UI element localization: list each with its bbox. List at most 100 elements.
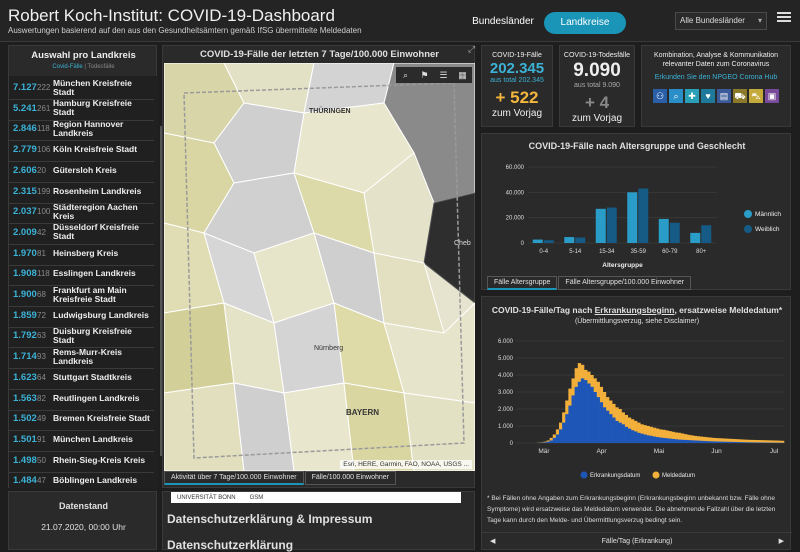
bar	[544, 240, 554, 243]
bar	[775, 441, 778, 443]
row-deaths: 106	[37, 145, 53, 154]
bookmark-icon[interactable]: ⚑	[415, 67, 434, 83]
row-deaths: 47	[37, 476, 53, 485]
info-text: Kombination, Analyse & Kommunikation rel…	[642, 51, 790, 69]
privacy-heading[interactable]: Datenschutzerklärung & Impressum	[167, 512, 372, 526]
bar	[678, 440, 681, 443]
row-deaths: 64	[37, 373, 53, 382]
kpi-cases: COVID-19-Fälle 202.345 aus total 202.345…	[481, 45, 553, 127]
tab-faelle-altersgruppe[interactable]: Fälle Altersgruppe	[487, 276, 557, 290]
bar	[550, 440, 553, 443]
bar	[600, 402, 603, 443]
list-title: Auswahl pro Landkreis	[9, 50, 158, 61]
y-tick-label: 60.000	[506, 165, 525, 171]
heart-icon[interactable]: ♥	[701, 89, 715, 103]
list-icon[interactable]: ☰	[434, 67, 453, 83]
datenstand-panel: Datenstand 21.07.2020, 00:00 Uhr	[8, 491, 157, 550]
bar	[712, 441, 715, 443]
bar	[637, 433, 640, 443]
npgeo-hub-link[interactable]: Erkunden Sie den NPGEO Corona Hub	[642, 74, 790, 81]
bar	[753, 442, 756, 443]
tab-aktivitaet[interactable]: Aktivität über 7 Tage/100.000 Einwohner	[164, 471, 304, 485]
row-cases: 1.623	[9, 372, 37, 383]
bundesland-select[interactable]: Alle Bundesländer▾	[675, 12, 767, 30]
bar	[728, 442, 731, 443]
bar	[628, 429, 631, 443]
choropleth-map[interactable]: THÜRINGEN BAYERN Cheb Nürnberg ⌕ ⚑ ☰ ▦ E…	[164, 63, 475, 471]
bar	[543, 442, 546, 443]
bar	[709, 441, 712, 443]
logo-uni-bonn: UNIVERSITÄT BONN	[177, 495, 236, 501]
tab-faelle-altersgruppe-100k[interactable]: Fälle Altersgruppe/100.000 Einwohner	[558, 276, 691, 290]
tab-bundeslaender[interactable]: Bundesländer	[466, 12, 540, 32]
tab-faelle-100k[interactable]: Fälle/100.000 Einwohner	[305, 471, 396, 485]
bar	[684, 440, 687, 443]
y-tick-label: 5.000	[498, 356, 514, 362]
bar	[593, 392, 596, 443]
row-name: München Landkreis	[53, 435, 133, 444]
bar	[743, 442, 746, 443]
x-tick-label: Mai	[654, 448, 664, 455]
bar	[615, 421, 618, 443]
bar	[693, 440, 696, 443]
search-person-icon[interactable]: ⌕	[669, 89, 683, 103]
row-cases: 1.714	[9, 351, 37, 362]
y-tick-label: 6.000	[498, 339, 514, 345]
app-subtitle: Auswertungen basierend auf den aus den G…	[8, 26, 362, 35]
legend-marker	[653, 472, 660, 479]
search-icon[interactable]: ⌕	[396, 67, 415, 83]
truck-icon[interactable]: ⛍	[749, 89, 763, 103]
prev-icon[interactable]: ◀	[490, 533, 495, 551]
bar	[750, 442, 753, 443]
hub-icons: ⚇ ⌕ ✚ ♥ ▤ ⛟ ⛍ ▣	[642, 89, 790, 103]
row-cases: 2.846	[9, 123, 37, 134]
tab-landkreise[interactable]: Landkreise	[544, 12, 626, 34]
car-icon[interactable]: ⛟	[733, 89, 747, 103]
row-deaths: 261	[37, 104, 53, 113]
age-chart-panel: COVID-19-Fälle nach Altersgruppe und Ges…	[481, 133, 791, 290]
map-panel: COVID-19-Fälle der letzten 7 Tage/100.00…	[162, 45, 475, 488]
stats-icon[interactable]: ▤	[717, 89, 731, 103]
kpi-cases-label: COVID-19-Fälle	[482, 52, 552, 59]
x-tick-label: 80+	[696, 249, 707, 255]
y-tick-label: 3.000	[498, 390, 514, 396]
row-cases: 2.606	[9, 165, 37, 176]
row-deaths: 20	[37, 166, 53, 175]
bar	[778, 441, 781, 443]
menu-icon[interactable]	[777, 10, 791, 24]
row-name: Reutlingen Landkreis	[53, 394, 139, 403]
y-tick-label: 2.000	[498, 407, 514, 413]
people-icon[interactable]: ⚇	[653, 89, 667, 103]
map-svg	[164, 63, 475, 471]
bar	[631, 430, 634, 443]
legend-label: Männlich	[755, 211, 781, 218]
bar	[706, 441, 709, 443]
row-deaths: 91	[37, 435, 53, 444]
document-icon[interactable]: ▣	[765, 89, 779, 103]
daily-chart-note: * Bei Fällen ohne Angaben zum Erkrankung…	[487, 493, 787, 526]
grid-icon[interactable]: ▦	[453, 67, 472, 83]
row-cases: 1.970	[9, 248, 37, 259]
bar	[581, 378, 584, 443]
bar	[584, 380, 587, 443]
legend-label: Weiblich	[755, 226, 780, 233]
landkreis-list-panel: Auswahl pro Landkreis Covid-Fälle | Tode…	[8, 45, 157, 488]
bar	[715, 441, 718, 443]
row-deaths: 63	[37, 331, 53, 340]
hospital-icon[interactable]: ✚	[685, 89, 699, 103]
next-icon[interactable]: ▶	[779, 533, 784, 551]
x-tick-label: Jul	[770, 448, 779, 455]
expand-icon[interactable]: ⤢	[468, 44, 475, 55]
map-tabs: Aktivität über 7 Tage/100.000 Einwohner …	[164, 471, 397, 485]
row-cases: 1.498	[9, 455, 37, 466]
row-name: Heinsberg Kreis	[53, 249, 118, 258]
kpi-deaths-delta: + 4	[560, 93, 634, 113]
row-deaths: 199	[37, 187, 53, 196]
row-cases: 1.859	[9, 310, 37, 321]
bar	[675, 439, 678, 443]
bar	[734, 442, 737, 443]
row-cases: 1.502	[9, 413, 37, 424]
